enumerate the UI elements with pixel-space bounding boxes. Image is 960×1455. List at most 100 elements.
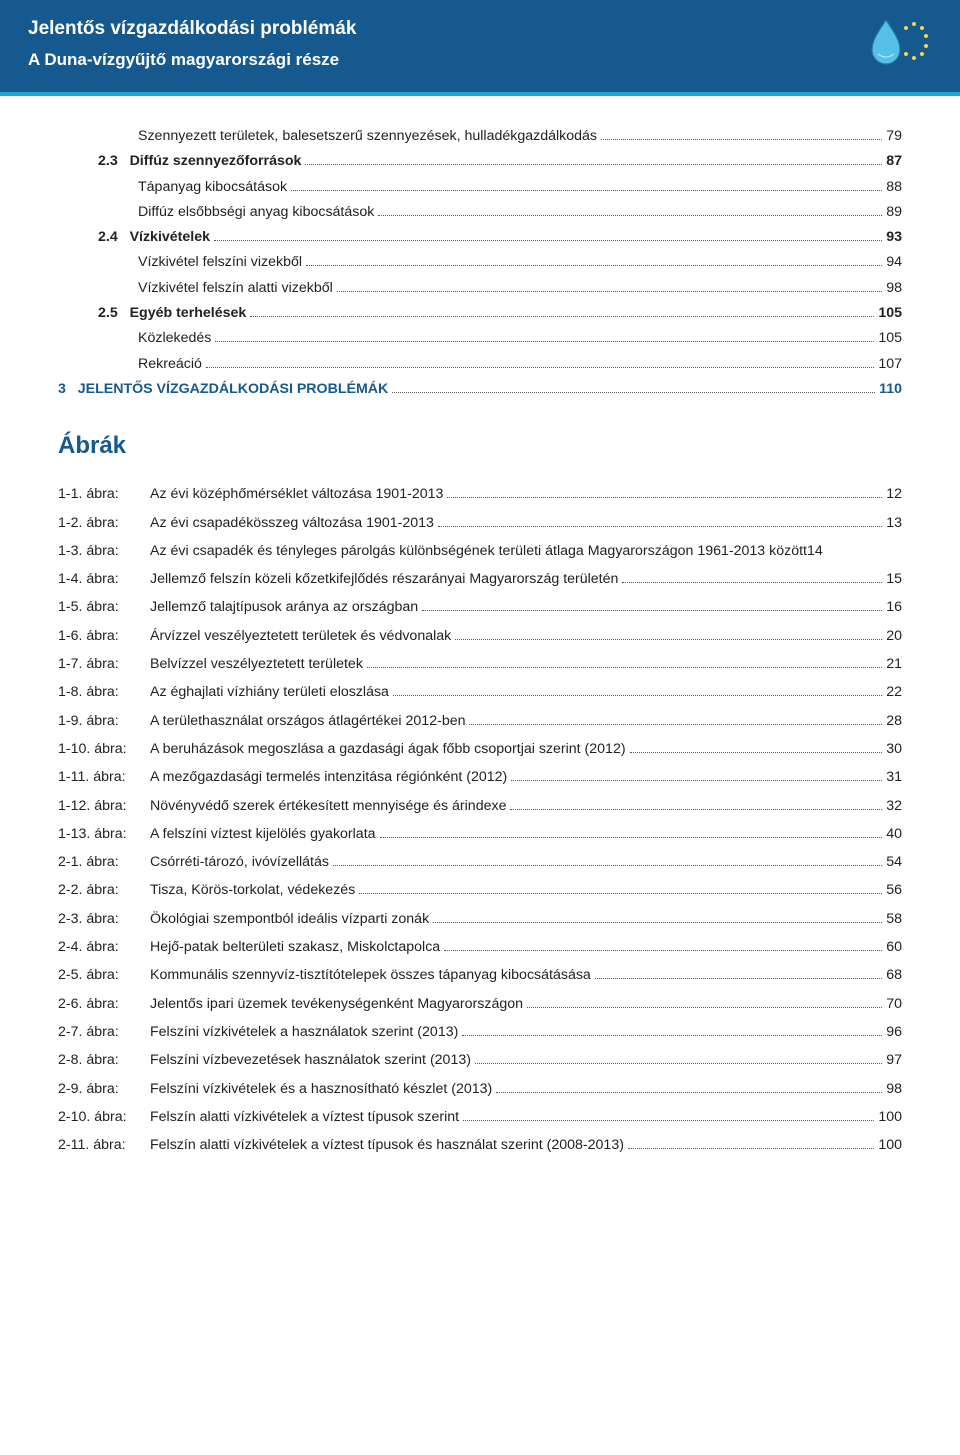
- toc-text: Vízkivétel felszíni vizekből: [138, 252, 302, 273]
- figure-entry: 2-10. ábra:Felszín alatti vízkivételek a…: [58, 1107, 902, 1128]
- figure-text: A mezőgazdasági termelés intenzitása rég…: [150, 767, 507, 788]
- table-of-contents: Szennyezett területek, balesetszerű szen…: [58, 126, 902, 400]
- toc-page: 79: [886, 126, 902, 147]
- figure-label: 1-7. ábra:: [58, 654, 150, 675]
- toc-dot-leader: [306, 265, 882, 266]
- toc-dot-leader: [215, 341, 874, 342]
- figure-page: 32: [886, 796, 902, 817]
- figure-entry: 2-8. ábra:Felszíni vízbevezetések haszná…: [58, 1050, 902, 1071]
- figure-entry: 1-12. ábra:Növényvédő szerek értékesítet…: [58, 796, 902, 817]
- figure-text: Csórréti-tározó, ivóvízellátás: [150, 852, 329, 873]
- figure-body: Az éghajlati vízhiány területi eloszlása…: [150, 682, 902, 703]
- figure-dot-leader: [496, 1092, 882, 1093]
- figure-dot-leader: [511, 780, 882, 781]
- toc-number: 2.4: [98, 227, 130, 248]
- figure-label: 1-11. ábra:: [58, 767, 150, 788]
- figure-page: 31: [886, 767, 902, 788]
- figure-body: Jellemző felszín közeli kőzetkifejlődés …: [150, 569, 902, 590]
- toc-entry: 2.5 Egyéb terhelések105: [58, 303, 902, 324]
- figure-dot-leader: [447, 497, 882, 498]
- figure-page: 70: [886, 994, 902, 1015]
- eu-water-drop-badge: [866, 14, 934, 74]
- toc-dot-leader: [214, 240, 882, 241]
- figure-label: 1-8. ábra:: [58, 682, 150, 703]
- toc-entry: Tápanyag kibocsátások 88: [58, 177, 902, 198]
- figure-body: Felszíni vízkivételek a használatok szer…: [150, 1022, 902, 1043]
- figure-label: 2-3. ábra:: [58, 909, 150, 930]
- figure-label: 1-5. ábra:: [58, 597, 150, 618]
- figure-page: 96: [886, 1022, 902, 1043]
- toc-dot-leader: [337, 291, 882, 292]
- toc-entry: 3 JELENTŐS VÍZGAZDÁLKODÁSI PROBLÉMÁK110: [58, 379, 902, 400]
- toc-dot-leader: [601, 139, 882, 140]
- figure-text: Az évi középhőmérséklet változása 1901-2…: [150, 484, 443, 505]
- figure-body: Az évi középhőmérséklet változása 1901-2…: [150, 484, 902, 505]
- figure-body: Kommunális szennyvíz-tisztítótelepek öss…: [150, 965, 902, 986]
- figure-body: Felszín alatti vízkivételek a víztest tí…: [150, 1135, 902, 1156]
- toc-text: Vízkivételek: [130, 227, 210, 248]
- figure-text: A területhasználat országos átlagértékei…: [150, 711, 465, 732]
- figure-body: Jelentős ipari üzemek tevékenységenként …: [150, 994, 902, 1015]
- toc-text: JELENTŐS VÍZGAZDÁLKODÁSI PROBLÉMÁK: [78, 379, 389, 400]
- figure-page: 68: [886, 965, 902, 986]
- header-title-line-1: Jelentős vízgazdálkodási problémák: [28, 18, 932, 40]
- figure-label: 1-9. ábra:: [58, 711, 150, 732]
- figure-entry: 1-1. ábra:Az évi középhőmérséklet változ…: [58, 484, 902, 505]
- figure-dot-leader: [475, 1063, 882, 1064]
- figure-label: 2-6. ábra:: [58, 994, 150, 1015]
- figure-label: 1-1. ábra:: [58, 484, 150, 505]
- toc-text: Vízkivétel felszín alatti vizekből: [138, 278, 333, 299]
- figure-text: A felszíni víztest kijelölés gyakorlata: [150, 824, 376, 845]
- figure-label: 2-2. ábra:: [58, 880, 150, 901]
- toc-page: 105: [878, 303, 902, 324]
- figure-dot-leader: [359, 893, 882, 894]
- toc-text: Rekreáció: [138, 354, 202, 375]
- figure-dot-leader: [527, 1007, 882, 1008]
- page-header: Jelentős vízgazdálkodási problémák A Dun…: [0, 0, 960, 92]
- figure-label: 1-6. ábra:: [58, 626, 150, 647]
- toc-entry: Közlekedés 105: [58, 328, 902, 349]
- figure-text: Növényvédő szerek értékesített mennyiség…: [150, 796, 506, 817]
- figure-body: Belvízzel veszélyeztetett területek21: [150, 654, 902, 675]
- figure-entry: 2-5. ábra:Kommunális szennyvíz-tisztítót…: [58, 965, 902, 986]
- figure-page: 100: [878, 1135, 902, 1156]
- figure-dot-leader: [433, 922, 882, 923]
- figure-text: Az évi csapadék és tényleges párolgás kü…: [150, 541, 807, 562]
- figure-text: Felszíni vízkivételek a használatok szer…: [150, 1022, 458, 1043]
- toc-page: 110: [879, 379, 902, 400]
- figure-body: Csórréti-tározó, ivóvízellátás54: [150, 852, 902, 873]
- figure-text: Tisza, Körös-torkolat, védekezés: [150, 880, 355, 901]
- figure-text: Felszíni vízbevezetések használatok szer…: [150, 1050, 471, 1071]
- figure-body: Az évi csapadék és tényleges párolgás kü…: [150, 541, 902, 562]
- toc-page: 88: [886, 177, 902, 198]
- toc-number: 2.3: [98, 151, 130, 172]
- figure-label: 2-7. ábra:: [58, 1022, 150, 1043]
- figure-dot-leader: [438, 526, 882, 527]
- figure-text: Jellemző felszín közeli kőzetkifejlődés …: [150, 569, 618, 590]
- figure-text: Jellemző talajtípusok aránya az országba…: [150, 597, 418, 618]
- figure-page: 60: [886, 937, 902, 958]
- figure-page: 22: [886, 682, 902, 703]
- figure-page: 21: [886, 654, 902, 675]
- figure-body: Felszín alatti vízkivételek a víztest tí…: [150, 1107, 902, 1128]
- figure-entry: 1-10. ábra:A beruházások megoszlása a ga…: [58, 739, 902, 760]
- figure-label: 1-2. ábra:: [58, 513, 150, 534]
- figure-entry: 1-6. ábra:Árvízzel veszélyeztetett terül…: [58, 626, 902, 647]
- toc-text: Tápanyag kibocsátások: [138, 177, 287, 198]
- figure-label: 1-4. ábra:: [58, 569, 150, 590]
- figure-body: Az évi csapadékösszeg változása 1901-201…: [150, 513, 902, 534]
- toc-text: Közlekedés: [138, 328, 211, 349]
- figure-body: Tisza, Körös-torkolat, védekezés56: [150, 880, 902, 901]
- figure-text: Ökológiai szempontból ideális vízparti z…: [150, 909, 429, 930]
- toc-dot-leader: [250, 316, 874, 317]
- toc-page: 105: [878, 328, 902, 349]
- figure-dot-leader: [422, 610, 882, 611]
- header-title-line-2: A Duna-vízgyűjtő magyarországi része: [28, 50, 932, 70]
- figure-dot-leader: [595, 978, 882, 979]
- figure-body: Hejő-patak belterületi szakasz, Miskolct…: [150, 937, 902, 958]
- figure-entry: 1-2. ábra:Az évi csapadékösszeg változás…: [58, 513, 902, 534]
- figure-entry: 1-5. ábra:Jellemző talajtípusok aránya a…: [58, 597, 902, 618]
- figure-entry: 1-9. ábra:A területhasználat országos át…: [58, 711, 902, 732]
- figure-label: 1-10. ábra:: [58, 739, 150, 760]
- toc-page: 87: [886, 151, 902, 172]
